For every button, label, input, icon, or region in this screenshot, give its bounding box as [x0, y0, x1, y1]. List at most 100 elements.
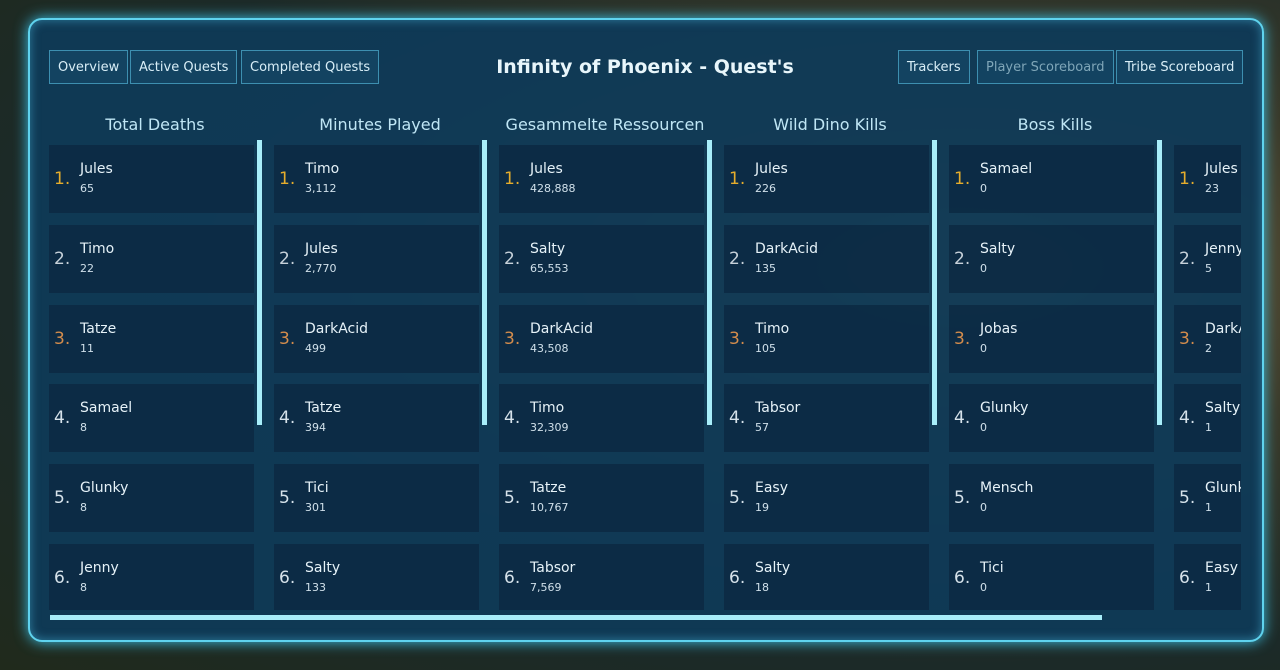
player-name: Tici [980, 560, 1004, 576]
scoreboard-column: Wild Dino Kills 1. Jules 226 2. DarkAcid 135 3.… [724, 110, 949, 610]
score-entry: 4. Salty 1 [1174, 384, 1241, 453]
player-name: Timo [530, 400, 565, 417]
player-name: Salty [1205, 400, 1241, 417]
column-title: Total Deaths [105, 115, 205, 134]
score-entry: 2. Salty 0 [949, 224, 1154, 293]
vertical-scrollbar[interactable] [707, 140, 712, 425]
score-entry: 6. Tabsor 7,569 [499, 544, 704, 610]
player-name: Jules [755, 161, 788, 177]
player-name: Timo [755, 320, 790, 337]
score-value: 8 [80, 421, 87, 435]
scoreboard-column: Gesammelte Ressourcen 1. Jules 428,888 2. Sal… [499, 110, 724, 610]
rank: 1. [954, 169, 971, 189]
player-name: Tici [305, 480, 329, 497]
score-value: 65,553 [530, 261, 569, 275]
player-name: Tatze [530, 480, 567, 497]
score-entry: 1. Jules 65 [49, 145, 254, 213]
rank: 1. [729, 169, 746, 189]
score-entry: 4. Tabsor 57 [724, 384, 929, 453]
rank: 2. [954, 248, 971, 269]
tab-button[interactable]: Tribe Scoreboard [1116, 50, 1244, 84]
rank: 5. [279, 488, 296, 509]
score-value: 43,508 [530, 341, 569, 355]
score-value: 22 [80, 261, 94, 275]
score-entry: 1. Jules 428,888 [499, 145, 704, 213]
score-value: 18 [755, 581, 769, 594]
column-title: Gesammelte Ressourcen [505, 115, 705, 134]
score-value: 0 [980, 182, 987, 195]
scoreboard-column: Total Deaths 1. Jules 65 2. Timo 22 3. Tatze 11 4.… [49, 110, 274, 610]
player-name: Tabsor [530, 560, 576, 576]
tab-button[interactable]: Overview [49, 50, 129, 84]
score-entry: 1. Jules 23 [1174, 145, 1241, 213]
score-value: 301 [305, 501, 326, 515]
rank: 3. [279, 328, 296, 349]
score-value: 10,767 [530, 501, 569, 515]
score-entry: 5. Mensch 0 [949, 464, 1154, 533]
vertical-scrollbar[interactable] [932, 140, 937, 425]
score-value: 65 [80, 182, 94, 195]
score-entry: 6. Salty 133 [274, 544, 479, 610]
tab-button[interactable]: Player Scoreboard [977, 50, 1114, 84]
score-entry: 6. Tici 0 [949, 544, 1154, 610]
score-value: 19 [755, 501, 769, 515]
score-value: 1 [1205, 501, 1212, 515]
vertical-scrollbar[interactable] [1157, 140, 1162, 425]
player-name: Salty [755, 560, 791, 576]
score-value: 0 [980, 501, 987, 515]
rank: 3. [54, 328, 71, 349]
score-value: 23 [1205, 182, 1219, 195]
tab-button[interactable]: Active Quests [130, 50, 238, 84]
score-value: 226 [755, 182, 776, 195]
score-value: 1 [1205, 421, 1212, 435]
player-name: Glunk [1205, 480, 1241, 497]
player-name: Glunky [80, 480, 129, 497]
player-name: Samael [80, 400, 133, 417]
column-title: T [1174, 115, 1241, 134]
vertical-scrollbar[interactable] [482, 140, 487, 425]
score-value: 1 [1205, 581, 1212, 594]
score-value: 0 [980, 581, 987, 594]
player-name: Jules [80, 161, 113, 177]
score-value: 133 [305, 581, 326, 594]
rank: 5. [504, 488, 521, 509]
vertical-scrollbar[interactable] [257, 140, 262, 425]
score-value: 32,309 [530, 421, 569, 435]
score-value: 499 [305, 341, 326, 355]
rank: 5. [1179, 488, 1196, 509]
tab-button[interactable]: Trackers [898, 50, 970, 84]
score-value: 135 [755, 261, 776, 275]
score-value: 0 [980, 341, 987, 355]
player-name: Jenny [1205, 240, 1241, 257]
score-value: 2 [1205, 341, 1212, 355]
score-entry: 6. Easy 1 [1174, 544, 1241, 610]
score-entry: 1. Samael 0 [949, 145, 1154, 213]
player-name: DarkAcid [755, 240, 819, 257]
player-name: Tatze [305, 400, 342, 417]
score-entry: 1. Jules 226 [724, 145, 929, 213]
score-value: 2,770 [305, 261, 337, 275]
panel-title: Infinity of Phoenix - Quest's [496, 56, 794, 78]
player-name: Jules [1205, 161, 1238, 177]
rank: 1. [504, 169, 521, 189]
player-name: Samael [980, 161, 1033, 177]
rank: 6. [504, 568, 521, 588]
horizontal-scrollbar[interactable] [50, 615, 1102, 620]
column-title: Minutes Played [319, 115, 441, 134]
score-value: 428,888 [530, 182, 576, 195]
score-entry: 3. Tatze 11 [49, 304, 254, 373]
rank: 4. [1179, 408, 1196, 429]
player-name: Easy [755, 480, 789, 497]
rank: 6. [1179, 568, 1196, 588]
column-title: Boss Kills [1017, 115, 1093, 134]
rank: 6. [954, 568, 971, 588]
rank: 5. [729, 488, 746, 509]
player-name: Timo [305, 161, 340, 177]
rank: 4. [954, 408, 971, 429]
player-name: DarkAcid [530, 320, 594, 337]
tab-button[interactable]: Completed Quests [241, 50, 380, 84]
score-entry: 4. Glunky 0 [949, 384, 1154, 453]
score-value: 57 [755, 421, 769, 435]
rank: 1. [279, 169, 296, 189]
